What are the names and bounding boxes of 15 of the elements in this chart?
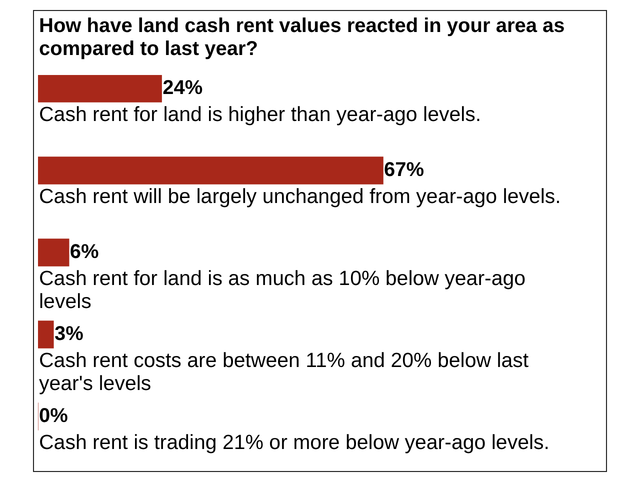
data-label: 67%	[384, 159, 424, 182]
data-label: 3%	[54, 323, 84, 346]
y-tick-label: Cash rent for land is higher than year-ago levels.	[39, 102, 482, 126]
chart-title: How have land cash rent values reacted in your area as compared to last year?	[39, 15, 566, 61]
y-tick-label: Cash rent will be largely unchanged from year-ago levels.	[39, 184, 561, 208]
bar	[38, 156, 384, 184]
y-tick-label: Cash rent is trading 21% or more below year-ago levels.	[39, 430, 550, 454]
bar	[38, 320, 54, 348]
data-label: 6%	[70, 241, 100, 264]
bar	[38, 75, 162, 102]
data-label: 24%	[162, 77, 203, 100]
y-tick-label: Cash rent costs are between 11% and 20% below last year's levels	[39, 348, 529, 395]
y-tick-label: Cash rent for land is as much as 10% below year-ago levels	[39, 266, 526, 313]
data-label: 0%	[39, 405, 68, 428]
bar	[38, 238, 70, 266]
